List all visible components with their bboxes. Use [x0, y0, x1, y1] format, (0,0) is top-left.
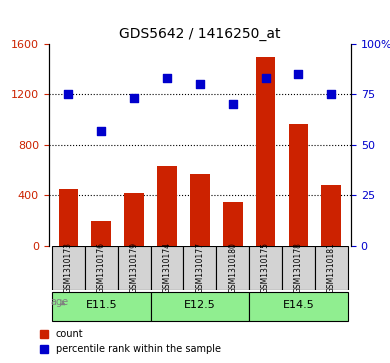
Text: GSM1310175: GSM1310175	[261, 242, 270, 293]
Text: GSM1310177: GSM1310177	[195, 242, 204, 293]
Text: E11.5: E11.5	[85, 300, 117, 310]
Text: GSM1310174: GSM1310174	[163, 242, 172, 293]
Legend: count, percentile rank within the sample: count, percentile rank within the sample	[36, 326, 224, 358]
Point	[131, 95, 137, 101]
FancyBboxPatch shape	[282, 246, 315, 290]
Text: E14.5: E14.5	[283, 300, 314, 310]
Text: GSM1310179: GSM1310179	[129, 242, 139, 293]
Bar	[92, 221, 111, 246]
Bar	[223, 201, 243, 246]
FancyBboxPatch shape	[249, 246, 282, 290]
Point	[262, 75, 269, 81]
Title: GDS5642 / 1416250_at: GDS5642 / 1416250_at	[119, 27, 281, 41]
FancyBboxPatch shape	[85, 246, 118, 290]
Text: GSM1310178: GSM1310178	[294, 242, 303, 293]
Point	[66, 91, 72, 97]
Point	[230, 101, 236, 107]
FancyBboxPatch shape	[216, 246, 249, 290]
FancyBboxPatch shape	[151, 291, 249, 321]
Bar	[289, 125, 308, 246]
FancyBboxPatch shape	[118, 246, 151, 290]
FancyBboxPatch shape	[151, 246, 183, 290]
FancyBboxPatch shape	[183, 246, 216, 290]
Bar	[256, 57, 275, 246]
Point	[98, 128, 105, 134]
Text: GSM1310176: GSM1310176	[97, 242, 106, 293]
Point	[328, 91, 334, 97]
Bar	[157, 166, 177, 246]
Point	[164, 75, 170, 81]
Point	[197, 81, 203, 87]
Text: age: age	[50, 297, 69, 307]
Bar	[124, 193, 144, 246]
Bar	[321, 185, 341, 246]
Point	[295, 71, 301, 77]
FancyBboxPatch shape	[249, 291, 348, 321]
FancyBboxPatch shape	[315, 246, 348, 290]
FancyBboxPatch shape	[52, 246, 85, 290]
Text: GSM1310173: GSM1310173	[64, 242, 73, 293]
Text: E12.5: E12.5	[184, 300, 216, 310]
FancyBboxPatch shape	[52, 291, 151, 321]
Text: GSM1310181: GSM1310181	[327, 242, 336, 293]
Bar	[190, 174, 210, 246]
Text: GSM1310180: GSM1310180	[228, 242, 237, 293]
Bar	[58, 189, 78, 246]
